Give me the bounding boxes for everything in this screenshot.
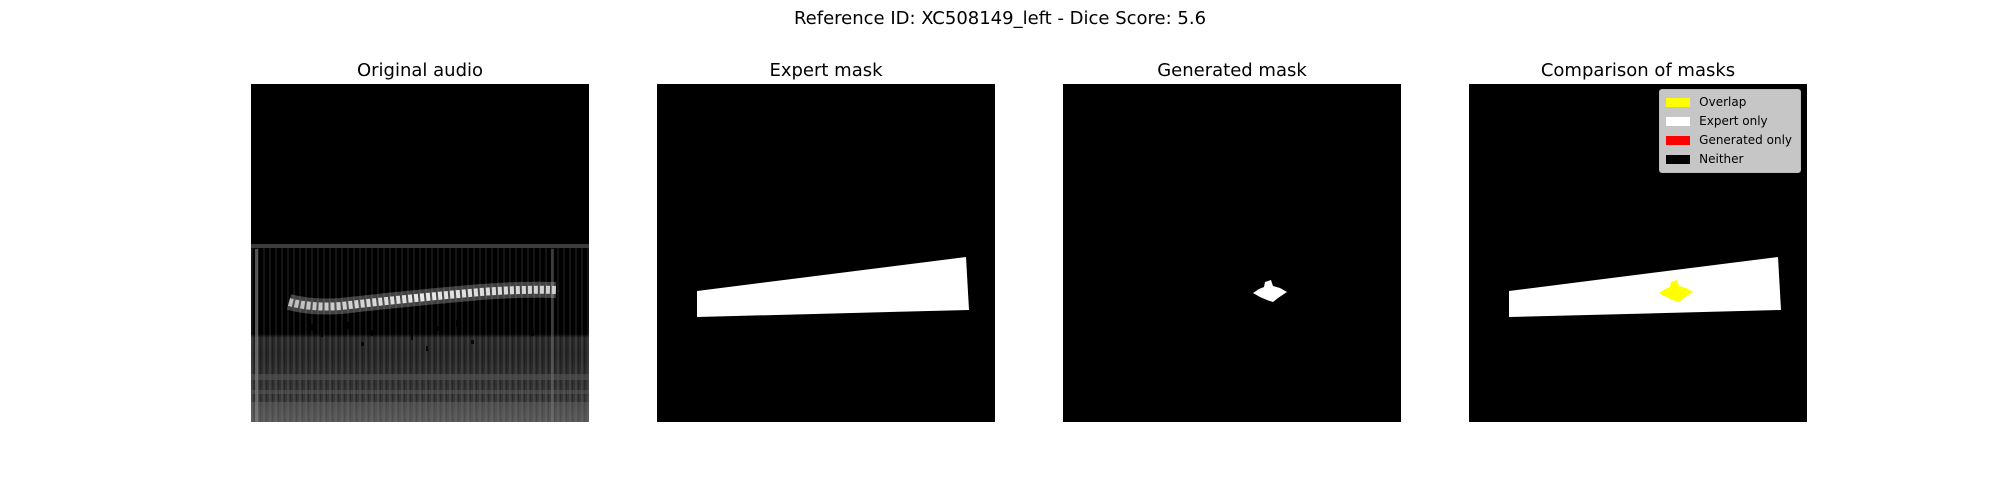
legend-label-overlap: Overlap — [1699, 95, 1747, 109]
legend-swatch-neither — [1666, 155, 1691, 164]
panel-title-expert-mask: Expert mask — [769, 60, 883, 81]
panel-title-original-audio: Original audio — [356, 60, 484, 81]
expert-mask-region — [697, 257, 969, 317]
overlap-region — [1659, 280, 1693, 302]
spectrogram-image — [251, 84, 589, 422]
figure-title: Reference ID: XC508149_left - Dice Score… — [793, 8, 1207, 29]
comparison-panel: Overlap Expert only Generated only Neith… — [1469, 84, 1807, 422]
legend-item-overlap: Overlap — [1666, 93, 1792, 112]
spectrogram-panel — [251, 84, 589, 422]
legend-item-expert-only: Expert only — [1666, 112, 1792, 131]
panel-title-generated-mask: Generated mask — [1157, 60, 1307, 81]
panel-title-comparison: Comparison of masks — [1540, 60, 1736, 81]
legend-label-generated-only: Generated only — [1699, 133, 1792, 147]
expert-mask-panel — [657, 84, 995, 422]
legend-item-neither: Neither — [1666, 150, 1792, 169]
generated-mask-region — [1253, 280, 1287, 302]
legend-swatch-generated-only — [1666, 136, 1691, 145]
expert-only-region — [1509, 257, 1781, 317]
legend: Overlap Expert only Generated only Neith… — [1659, 89, 1801, 173]
legend-label-expert-only: Expert only — [1699, 114, 1768, 128]
generated-mask-panel — [1063, 84, 1401, 422]
legend-swatch-overlap — [1666, 98, 1691, 107]
legend-item-generated-only: Generated only — [1666, 131, 1792, 150]
legend-swatch-expert-only — [1666, 117, 1691, 126]
legend-label-neither: Neither — [1699, 152, 1744, 166]
